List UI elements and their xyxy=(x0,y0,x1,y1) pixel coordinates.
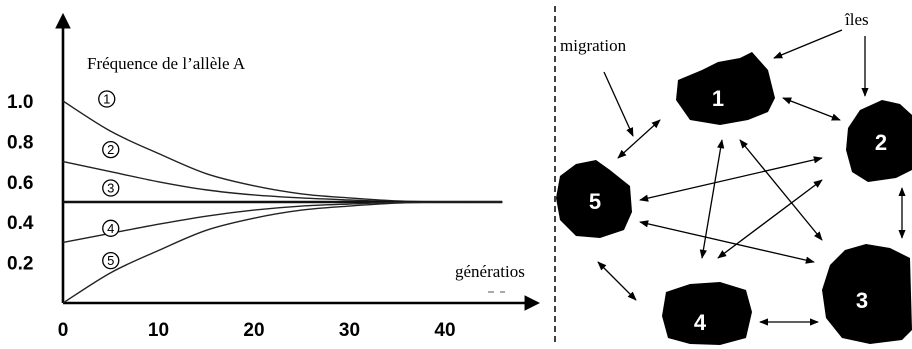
migration-label: migration xyxy=(560,36,627,55)
y-tick-labels: 0.2 0.4 0.6 0.8 1.0 xyxy=(7,92,34,275)
y-tick-label: 0.2 xyxy=(7,254,33,275)
y-tick-label: 1.0 xyxy=(7,92,33,113)
iles-label: îles xyxy=(844,10,869,29)
series-label-text: 3 xyxy=(107,181,114,196)
island-4-number: 4 xyxy=(694,310,707,335)
x-tick-label: 20 xyxy=(243,320,264,341)
island-3 xyxy=(822,244,912,344)
island-2-number: 2 xyxy=(875,130,887,155)
migration-arrow-5-2 xyxy=(639,156,823,202)
series-label-text: 1 xyxy=(103,92,110,107)
series-curve-4 xyxy=(62,201,503,244)
series-label-text: 4 xyxy=(107,221,114,236)
island-4 xyxy=(662,282,752,345)
iles-pointer-1 xyxy=(773,29,843,59)
migration-arrow-1-2 xyxy=(782,97,841,121)
series-label-2: 2 xyxy=(102,140,120,159)
x-tick-label: 40 xyxy=(434,320,455,341)
migration-pointer xyxy=(603,71,634,137)
migration-arrow-5-3 xyxy=(639,220,815,264)
series-label-5: 5 xyxy=(102,251,120,270)
y-tick-label: 0.4 xyxy=(7,213,34,234)
series-label-text: 5 xyxy=(107,253,114,268)
frequency-chart: 0.2 0.4 0.6 0.8 1.0 0 10 20 30 40 1 2 3 4 5 Fréquenc… xyxy=(7,12,541,341)
series-labels: 1 2 3 4 5 xyxy=(98,90,120,270)
island-3-number: 3 xyxy=(856,288,868,313)
x-tick-label: 10 xyxy=(148,320,169,341)
series-curves xyxy=(62,100,503,304)
island-5-number: 5 xyxy=(589,189,601,214)
x-axis-label: génératios xyxy=(455,262,525,281)
island-2 xyxy=(846,100,912,182)
island-5 xyxy=(556,160,632,238)
series-label-text: 2 xyxy=(107,142,114,157)
x-tick-labels: 0 10 20 30 40 xyxy=(58,320,456,341)
y-axis-label: Fréquence de l’allèle A xyxy=(87,54,246,73)
y-tick-label: 0.8 xyxy=(7,132,33,153)
island-1 xyxy=(676,52,775,125)
series-label-1: 1 xyxy=(98,90,116,108)
x-tick-label: 30 xyxy=(339,320,360,341)
migration-arrow-4-2 xyxy=(717,179,823,259)
migration-arrow-5-1 xyxy=(617,119,661,159)
x-tick-label: 0 xyxy=(58,320,69,341)
y-tick-label: 0.6 xyxy=(7,173,33,194)
series-curve-2 xyxy=(62,160,503,203)
series-curve-5 xyxy=(62,201,503,304)
island-migration-diagram: migration îles 1 2 3 4 5 xyxy=(556,10,912,345)
series-curve-1 xyxy=(62,100,503,203)
migration-arrow-5-4 xyxy=(597,261,637,301)
series-label-3: 3 xyxy=(102,179,120,197)
series-label-4: 4 xyxy=(102,219,120,237)
island-1-number: 1 xyxy=(712,86,724,111)
